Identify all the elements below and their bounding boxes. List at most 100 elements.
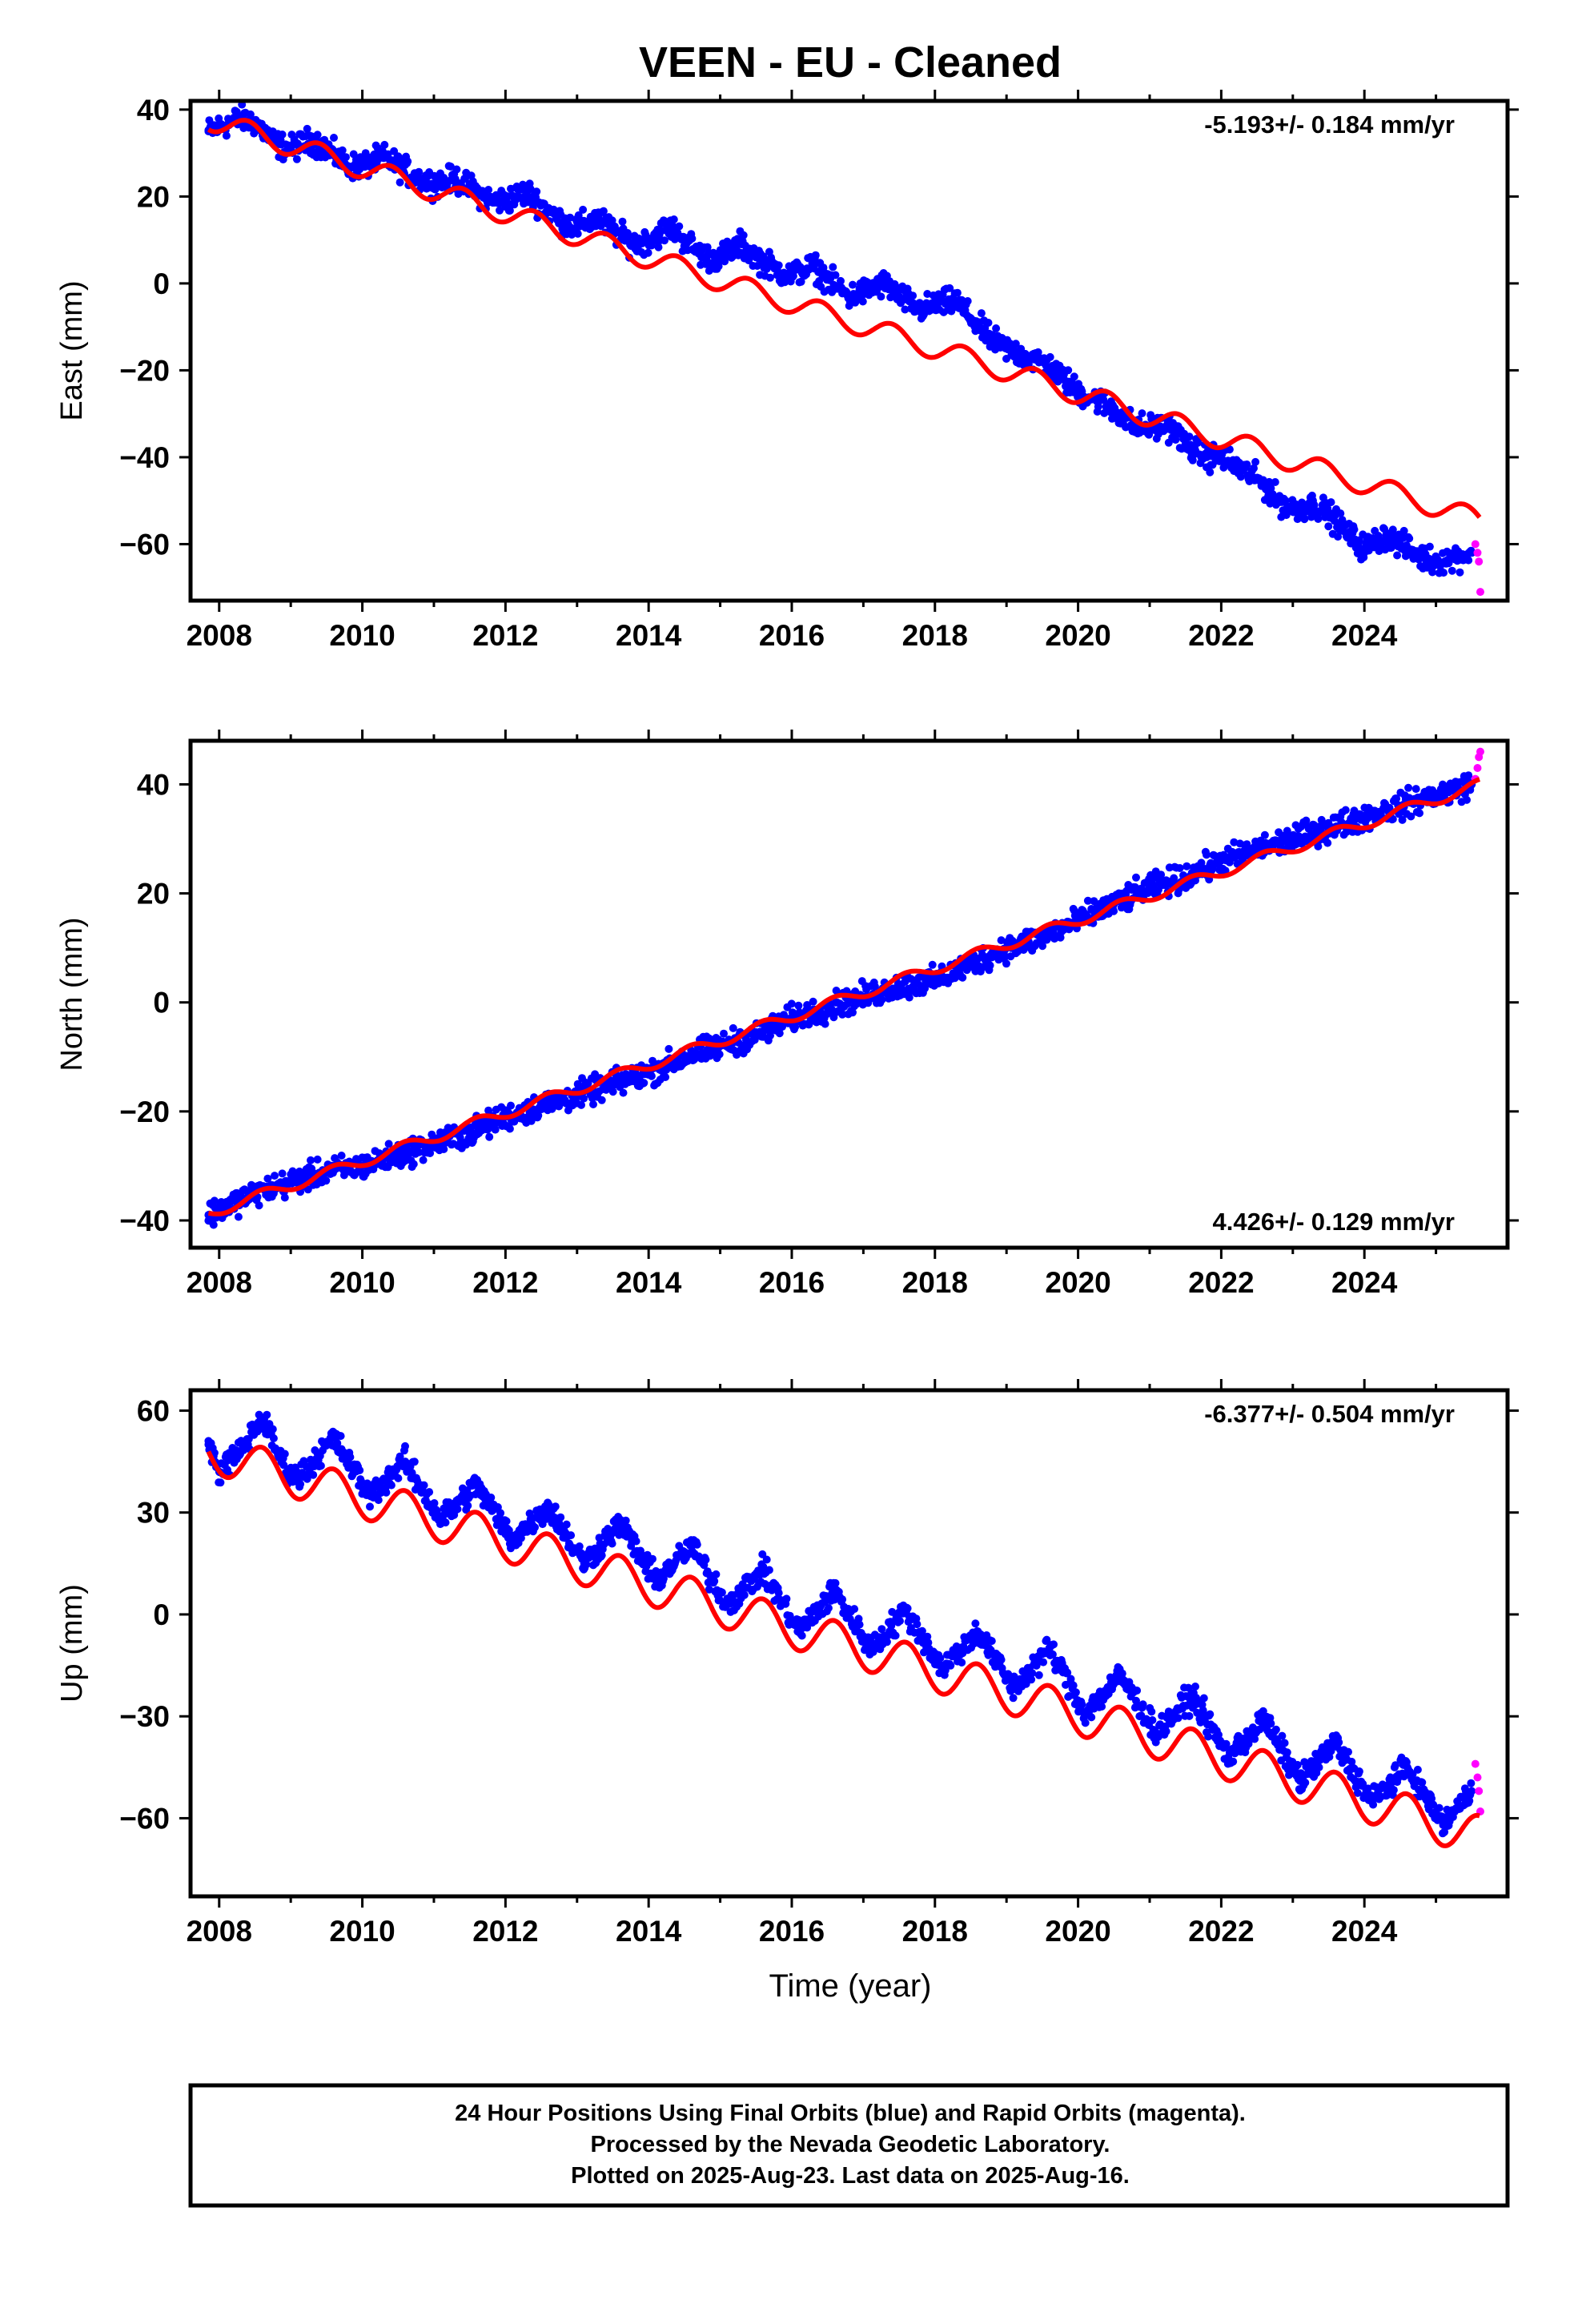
data-point — [1028, 1669, 1037, 1678]
data-point — [366, 1502, 374, 1511]
data-point — [1411, 785, 1420, 794]
data-point — [322, 1176, 331, 1185]
rapid-point — [1471, 540, 1480, 549]
data-point — [1388, 525, 1397, 534]
data-point — [440, 1145, 448, 1153]
data-point — [577, 1100, 585, 1109]
data-point — [866, 1644, 875, 1653]
x-tick-label: 2024 — [1331, 619, 1398, 652]
data-point — [837, 276, 845, 285]
y-tick-label: 0 — [153, 267, 170, 300]
y-tick-label: 30 — [137, 1497, 170, 1530]
data-point — [404, 157, 412, 166]
x-tick-label: 2008 — [187, 619, 252, 652]
caption-line-3: Plotted on 2025-Aug-23. Last data on 202… — [571, 2163, 1130, 2189]
data-point — [675, 222, 684, 231]
data-point — [1034, 348, 1042, 356]
data-point — [913, 979, 922, 988]
data-point — [1138, 409, 1146, 418]
x-tick-label: 2022 — [1188, 1266, 1254, 1299]
data-point — [496, 206, 504, 215]
data-point — [534, 1111, 543, 1120]
data-point — [452, 165, 461, 174]
data-point — [287, 144, 295, 153]
data-point — [1404, 783, 1413, 792]
data-point — [1182, 862, 1191, 870]
data-point — [501, 196, 510, 205]
data-point — [1324, 522, 1333, 531]
data-point — [782, 1594, 791, 1603]
data-point — [594, 214, 603, 223]
data-point — [1360, 544, 1369, 553]
rapid-point — [1475, 557, 1484, 566]
data-point — [608, 1539, 616, 1548]
data-point — [508, 1535, 517, 1544]
x-tick-label: 2016 — [759, 619, 825, 652]
data-point — [775, 1029, 784, 1038]
data-point — [1271, 478, 1279, 486]
data-point — [1350, 525, 1359, 534]
data-point — [255, 1201, 263, 1210]
data-point — [928, 960, 937, 969]
x-tick-label: 2020 — [1045, 1266, 1110, 1299]
data-point — [416, 175, 424, 183]
caption-line-2: Processed by the Nevada Geodetic Laborat… — [591, 2132, 1110, 2157]
data-point — [599, 207, 608, 215]
data-point — [401, 1441, 409, 1450]
data-point — [1239, 466, 1247, 475]
data-point — [1174, 1714, 1182, 1723]
data-point — [1191, 1683, 1199, 1691]
data-point — [1418, 1778, 1427, 1787]
data-point — [1439, 1820, 1447, 1829]
data-point — [505, 207, 514, 215]
data-point — [794, 1001, 803, 1010]
data-point — [632, 1537, 640, 1546]
data-point — [496, 1509, 505, 1518]
x-tick-label: 2022 — [1188, 1915, 1254, 1948]
data-point — [1145, 430, 1154, 439]
data-point — [902, 1606, 910, 1615]
data-point — [246, 110, 255, 119]
data-point — [1425, 542, 1434, 551]
data-point — [472, 1481, 481, 1490]
data-point — [580, 1094, 588, 1103]
data-point — [1310, 501, 1319, 509]
data-point — [1413, 1765, 1422, 1774]
x-tick-label: 2020 — [1045, 619, 1110, 652]
data-point — [1181, 440, 1190, 448]
data-point — [838, 1010, 847, 1019]
data-point — [687, 1542, 696, 1551]
data-point — [446, 163, 455, 171]
y-tick-label: 40 — [137, 768, 170, 801]
chart-title: VEEN - EU - Cleaned — [639, 38, 1062, 86]
data-point — [913, 1620, 921, 1629]
panel-east: 2008 2010 2012 2014 2016 2018 2020 2022 2024−60−… — [55, 90, 1519, 652]
data-point — [551, 1502, 560, 1511]
data-point — [222, 131, 231, 140]
data-point — [909, 292, 917, 300]
data-point — [1274, 497, 1283, 505]
data-point — [858, 297, 867, 306]
data-point — [710, 1577, 719, 1586]
data-point — [1415, 809, 1423, 818]
plot-area — [191, 101, 1508, 601]
data-point — [1395, 540, 1404, 549]
data-point — [589, 1100, 597, 1108]
data-point — [1024, 353, 1032, 362]
data-point — [566, 213, 574, 222]
data-point — [394, 1151, 403, 1160]
data-point — [380, 140, 389, 149]
data-point — [1464, 556, 1473, 565]
data-point — [720, 1029, 728, 1038]
data-point — [1078, 1700, 1086, 1709]
data-point — [258, 1413, 267, 1421]
data-point — [558, 218, 567, 227]
data-point — [303, 124, 311, 133]
data-point — [1367, 1797, 1376, 1806]
data-point — [1360, 813, 1369, 822]
y-axis-label: North (mm) — [55, 917, 89, 1071]
data-point — [1403, 1763, 1411, 1771]
data-point — [485, 1132, 494, 1141]
data-point — [624, 232, 632, 241]
y-tick-label: −20 — [119, 354, 170, 387]
